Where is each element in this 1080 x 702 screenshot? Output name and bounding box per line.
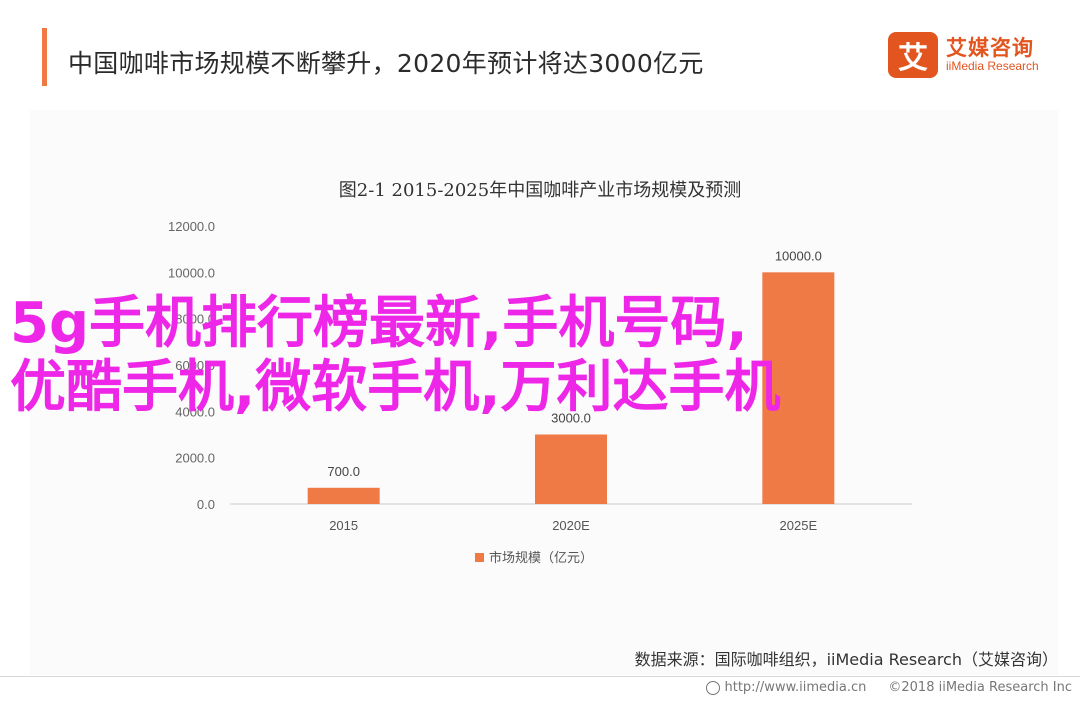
overlay-line-2: 优酷手机,微软手机,万利达手机: [10, 355, 781, 420]
overlay-text: 5g手机排行榜最新,手机号码, 优酷手机,微软手机,万利达手机: [10, 292, 781, 420]
footer: http://www.iimedia.cn ©2018 iiMedia Rese…: [706, 680, 1072, 695]
bar-value-label: 700.0: [327, 464, 360, 479]
logo-name-en: iiMedia Research: [946, 58, 1039, 73]
bar-value-label: 10000.0: [775, 248, 822, 263]
brand-logo: 艾 艾媒咨询 iiMedia Research: [888, 32, 1039, 78]
footer-copyright: ©2018 iiMedia Research Inc: [888, 680, 1072, 695]
y-tick-label: 10000.0: [168, 265, 215, 280]
footer-divider: [0, 676, 1080, 677]
legend-swatch: [475, 553, 484, 562]
header-accent-bar: [42, 28, 47, 86]
logo-name-cn: 艾媒咨询: [946, 35, 1034, 60]
bar-value-label: 3000.0: [551, 411, 591, 426]
overlay-line-1: 5g手机排行榜最新,手机号码,: [10, 291, 748, 356]
x-tick-label: 2015: [329, 518, 358, 533]
x-tick-label: 2025E: [780, 518, 818, 533]
logo-mark-icon: 艾: [888, 32, 938, 78]
chart-panel: [30, 110, 1058, 675]
y-tick-label: 4000.0: [175, 404, 215, 419]
data-source: 数据来源：国际咖啡组织，iiMedia Research（艾媒咨询）: [634, 650, 1058, 669]
bar: [762, 272, 835, 504]
chart-title: 图2-1 2015-2025年中国咖啡产业市场规模及预测: [339, 180, 741, 201]
globe-icon: [706, 680, 721, 695]
legend-label: 市场规模（亿元）: [489, 550, 593, 566]
bar: [535, 434, 607, 504]
y-tick-label: 8000.0: [175, 312, 215, 327]
y-tick-label: 6000.0: [175, 358, 215, 373]
footer-url[interactable]: http://www.iimedia.cn: [724, 680, 867, 695]
y-tick-label: 0.0: [197, 497, 215, 512]
bar: [307, 487, 380, 504]
logo-text: 艾媒咨询 iiMedia Research: [946, 35, 1039, 73]
y-tick-label: 2000.0: [175, 451, 215, 466]
x-tick-label: 2020E: [552, 518, 590, 533]
y-tick-label: 12000.0: [168, 219, 215, 234]
page-title: 中国咖啡市场规模不断攀升，2020年预计将达3000亿元: [68, 49, 704, 78]
